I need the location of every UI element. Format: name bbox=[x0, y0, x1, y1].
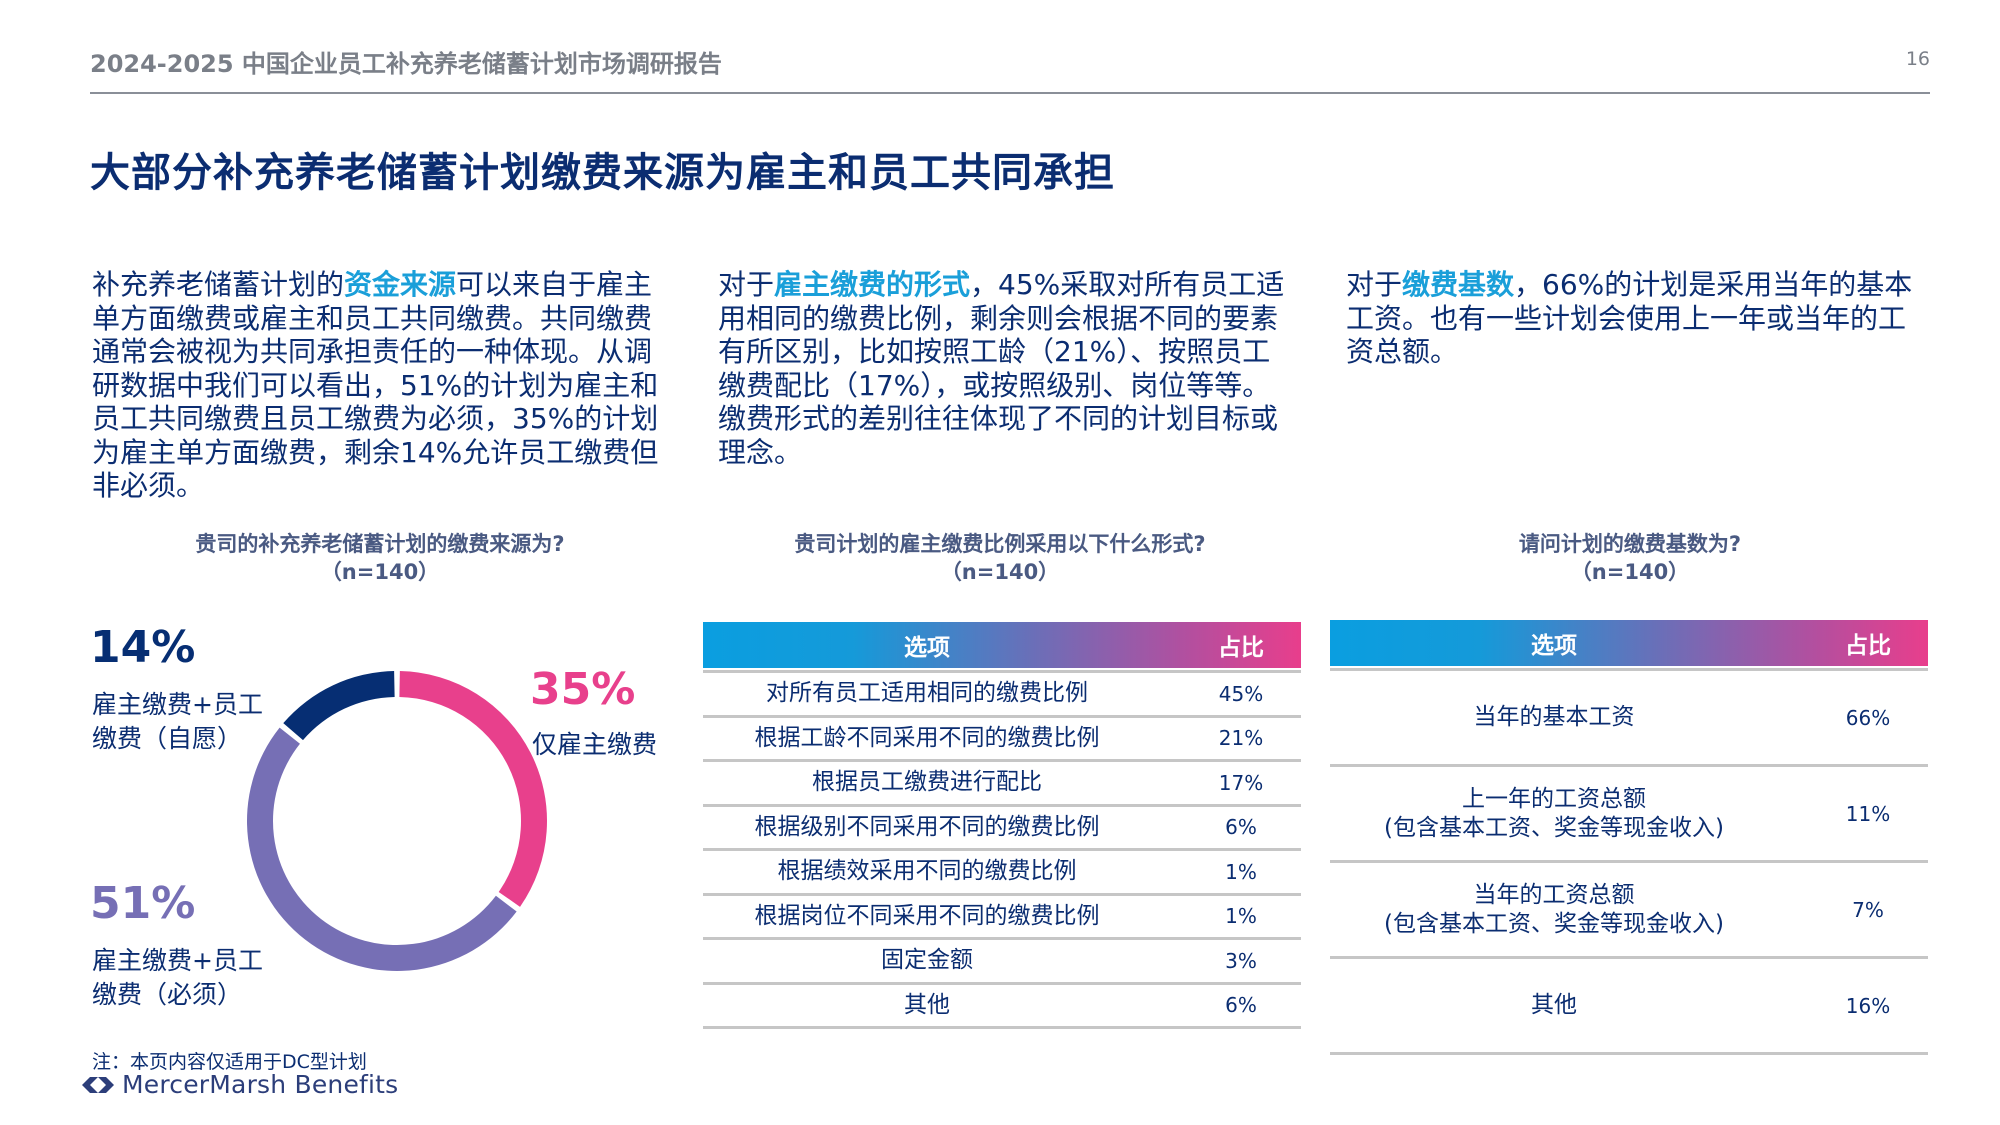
option-cell: 根据员工缴费进行配比 bbox=[812, 769, 1042, 796]
table-row: 根据员工缴费进行配比 17% bbox=[703, 762, 1301, 807]
mandatory-pct: 51% bbox=[90, 878, 196, 929]
pct-cell: 1% bbox=[1225, 859, 1257, 884]
table-row: 当年的工资总额 (包含基本工资、奖金等现金收入) 7% bbox=[1330, 863, 1928, 959]
pct-cell: 1% bbox=[1225, 904, 1257, 929]
report-header: 2024-2025 中国企业员工补充养老储蓄计划市场调研报告 16 bbox=[90, 44, 1930, 94]
option-note: (包含基本工资、奖金等现金收入) bbox=[1384, 910, 1724, 937]
option-main: 其他 bbox=[1531, 992, 1577, 1018]
pct-cell: 16% bbox=[1845, 993, 1891, 1018]
pct-cell: 66% bbox=[1845, 705, 1891, 730]
highlight-text: 缴费基数 bbox=[1402, 268, 1515, 301]
table-row: 对所有员工适用相同的缴费比例 45% bbox=[703, 673, 1301, 718]
pct-cell: 17% bbox=[1218, 770, 1264, 795]
paragraph-funding-source: 补充养老储蓄计划的资金来源可以来自于雇主单方面缴费或雇主和员工共同缴费。共同缴费… bbox=[92, 268, 672, 503]
sample-size: （n=140） bbox=[320, 560, 440, 584]
highlight-text: 资金来源 bbox=[344, 268, 457, 301]
option-cell: 上一年的工资总额 (包含基本工资、奖金等现金收入) bbox=[1330, 785, 1808, 843]
option-cell: 其他 bbox=[904, 991, 950, 1018]
option-note: (包含基本工资、奖金等现金收入) bbox=[1384, 814, 1724, 841]
sample-size: （n=140） bbox=[1570, 560, 1690, 584]
option-cell: 当年的工资总额 (包含基本工资、奖金等现金收入) bbox=[1330, 881, 1808, 939]
question-title-funding: 贵司的补充养老储蓄计划的缴费来源为? （n=140） bbox=[90, 530, 670, 586]
paragraph-text: 对于 bbox=[718, 268, 775, 301]
column-header-pct: 占比 bbox=[1218, 635, 1264, 661]
paragraph-contribution-form: 对于雇主缴费的形式，45%采取对所有员工适用相同的缴费比例，剩余则会根据不同的要… bbox=[718, 268, 1298, 469]
logo-mark-icon bbox=[82, 1076, 114, 1093]
employer-only-pct: 35% bbox=[530, 664, 636, 715]
question-text: 贵司计划的雇主缴费比例采用以下什么形式? bbox=[794, 532, 1206, 556]
option-main: 当年的工资总额 bbox=[1473, 881, 1635, 908]
company-logo: MercerMarsh Benefits bbox=[80, 1070, 398, 1099]
table-row: 根据级别不同采用不同的缴费比例 6% bbox=[703, 807, 1301, 851]
question-title-form: 贵司计划的雇主缴费比例采用以下什么形式? （n=140） bbox=[700, 530, 1300, 586]
option-cell: 其他 bbox=[1330, 991, 1808, 1020]
donut-chart: 14% 雇主缴费+员工 缴费（自愿） 35% 仅雇主缴费 51% 雇主缴费+员工… bbox=[90, 610, 690, 1030]
pct-cell: 3% bbox=[1225, 948, 1257, 973]
option-cell: 当年的基本工资 bbox=[1330, 703, 1808, 732]
option-main: 当年的基本工资 bbox=[1473, 704, 1635, 730]
header-divider bbox=[703, 670, 1301, 673]
logo-text: MercerMarsh Benefits bbox=[122, 1070, 399, 1099]
sample-size: （n=140） bbox=[940, 560, 1060, 584]
paragraph-text: 可以来自于雇主单方面缴费或雇主和员工共同缴费。共同缴费通常会被视为共同承担责任的… bbox=[92, 268, 659, 502]
question-text: 请问计划的缴费基数为? bbox=[1518, 532, 1742, 556]
option-cell: 根据工龄不同采用不同的缴费比例 bbox=[754, 724, 1100, 751]
paragraph-contribution-base: 对于缴费基数，66%的计划是采用当年的基本工资。也有一些计划会使用上一年或当年的… bbox=[1346, 268, 1926, 369]
paragraph-text: 对于 bbox=[1346, 268, 1403, 301]
label-line: 雇主缴费+员工 bbox=[92, 690, 263, 719]
option-cell: 根据绩效采用不同的缴费比例 bbox=[777, 858, 1077, 885]
table-row: 其他 6% bbox=[703, 985, 1301, 1029]
column-header-pct: 占比 bbox=[1845, 633, 1891, 659]
report-title: 2024-2025 中国企业员工补充养老储蓄计划市场调研报告 bbox=[90, 50, 722, 78]
question-text: 贵司的补充养老储蓄计划的缴费来源为? bbox=[195, 532, 565, 556]
donut-segment-employer-only bbox=[399, 671, 547, 907]
pct-cell: 45% bbox=[1218, 681, 1264, 706]
label-line: 缴费（自愿） bbox=[92, 724, 243, 753]
label-line: 缴费（必须） bbox=[92, 980, 243, 1009]
option-cell: 固定金额 bbox=[881, 947, 973, 974]
employer-only-label: 仅雇主缴费 bbox=[532, 730, 658, 759]
option-cell: 根据岗位不同采用不同的缴费比例 bbox=[754, 902, 1100, 929]
paragraph-text: 补充养老储蓄计划的 bbox=[92, 268, 345, 301]
table-row: 根据岗位不同采用不同的缴费比例 1% bbox=[703, 896, 1301, 940]
mandatory-label: 雇主缴费+员工 缴费（必须） bbox=[92, 944, 263, 1012]
table-row: 根据工龄不同采用不同的缴费比例 21% bbox=[703, 718, 1301, 762]
table-header: 选项 占比 bbox=[703, 622, 1301, 668]
column-header-option: 选项 bbox=[904, 635, 950, 661]
employer-contribution-form-table: 选项 占比 对所有员工适用相同的缴费比例 45% 根据工龄不同采用不同的缴费比例 21… bbox=[703, 622, 1301, 1029]
voluntary-label: 雇主缴费+员工 缴费（自愿） bbox=[92, 688, 263, 756]
label-line: 雇主缴费+员工 bbox=[92, 946, 263, 975]
option-main: 上一年的工资总额 bbox=[1462, 785, 1646, 812]
pct-cell: 6% bbox=[1225, 993, 1257, 1018]
pct-cell: 21% bbox=[1218, 726, 1264, 751]
pct-cell: 11% bbox=[1845, 801, 1891, 826]
table-row: 根据绩效采用不同的缴费比例 1% bbox=[703, 851, 1301, 896]
table-row: 当年的基本工资 66% bbox=[1330, 671, 1928, 767]
contribution-base-table: 选项 占比 当年的基本工资 66% 上一年的工资总额 (包含基本工资、奖金等现金收入)… bbox=[1330, 620, 1928, 1055]
table-header: 选项 占比 bbox=[1330, 620, 1928, 666]
highlight-text: 雇主缴费的形式 bbox=[774, 268, 971, 301]
voluntary-pct: 14% bbox=[90, 622, 196, 673]
footnote: 注：本页内容仅适用于DC型计划 bbox=[92, 1051, 367, 1073]
option-cell: 对所有员工适用相同的缴费比例 bbox=[766, 680, 1088, 707]
page-title: 大部分补充养老储蓄计划缴费来源为雇主和员工共同承担 bbox=[90, 150, 1115, 196]
paragraph-text: ，45%采取对所有员工适用相同的缴费比例，剩余则会根据不同的要素有所区别，比如按… bbox=[718, 268, 1285, 469]
question-title-base: 请问计划的缴费基数为? （n=140） bbox=[1330, 530, 1930, 586]
column-header-option: 选项 bbox=[1531, 633, 1577, 659]
donut-segment-voluntary bbox=[283, 671, 395, 741]
option-cell: 根据级别不同采用不同的缴费比例 bbox=[754, 813, 1100, 840]
header-divider bbox=[1330, 668, 1928, 671]
donut-segment-mandatory bbox=[247, 727, 517, 971]
paragraph-text: ，66%的计划是采用当年的基本工资。也有一些计划会使用上一年或当年的工资总额。 bbox=[1346, 268, 1913, 368]
page-number: 16 bbox=[1905, 48, 1930, 70]
donut-chart-svg bbox=[247, 671, 547, 971]
table-row: 固定金额 3% bbox=[703, 940, 1301, 985]
table-row: 其他 16% bbox=[1330, 959, 1928, 1055]
pct-cell: 6% bbox=[1225, 815, 1257, 840]
pct-cell: 7% bbox=[1852, 897, 1884, 922]
table-row: 上一年的工资总额 (包含基本工资、奖金等现金收入) 11% bbox=[1330, 767, 1928, 863]
